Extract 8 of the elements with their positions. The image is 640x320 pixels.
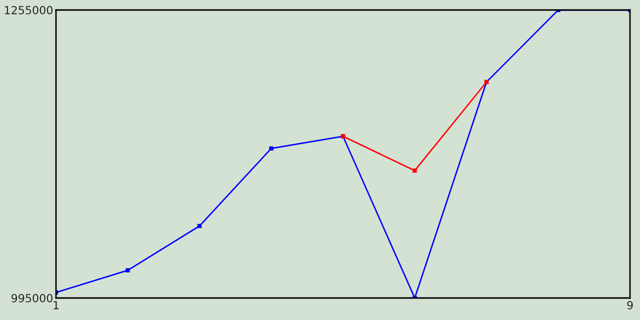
x-tick-label: 9 <box>627 300 633 310</box>
point <box>269 146 274 151</box>
point <box>126 268 130 272</box>
point <box>197 224 202 228</box>
y-tick-label: 1255000 <box>4 6 52 14</box>
x-tick-label: 1 <box>54 301 59 310</box>
point <box>412 168 417 173</box>
y-tick-label: 995000 <box>12 294 52 302</box>
